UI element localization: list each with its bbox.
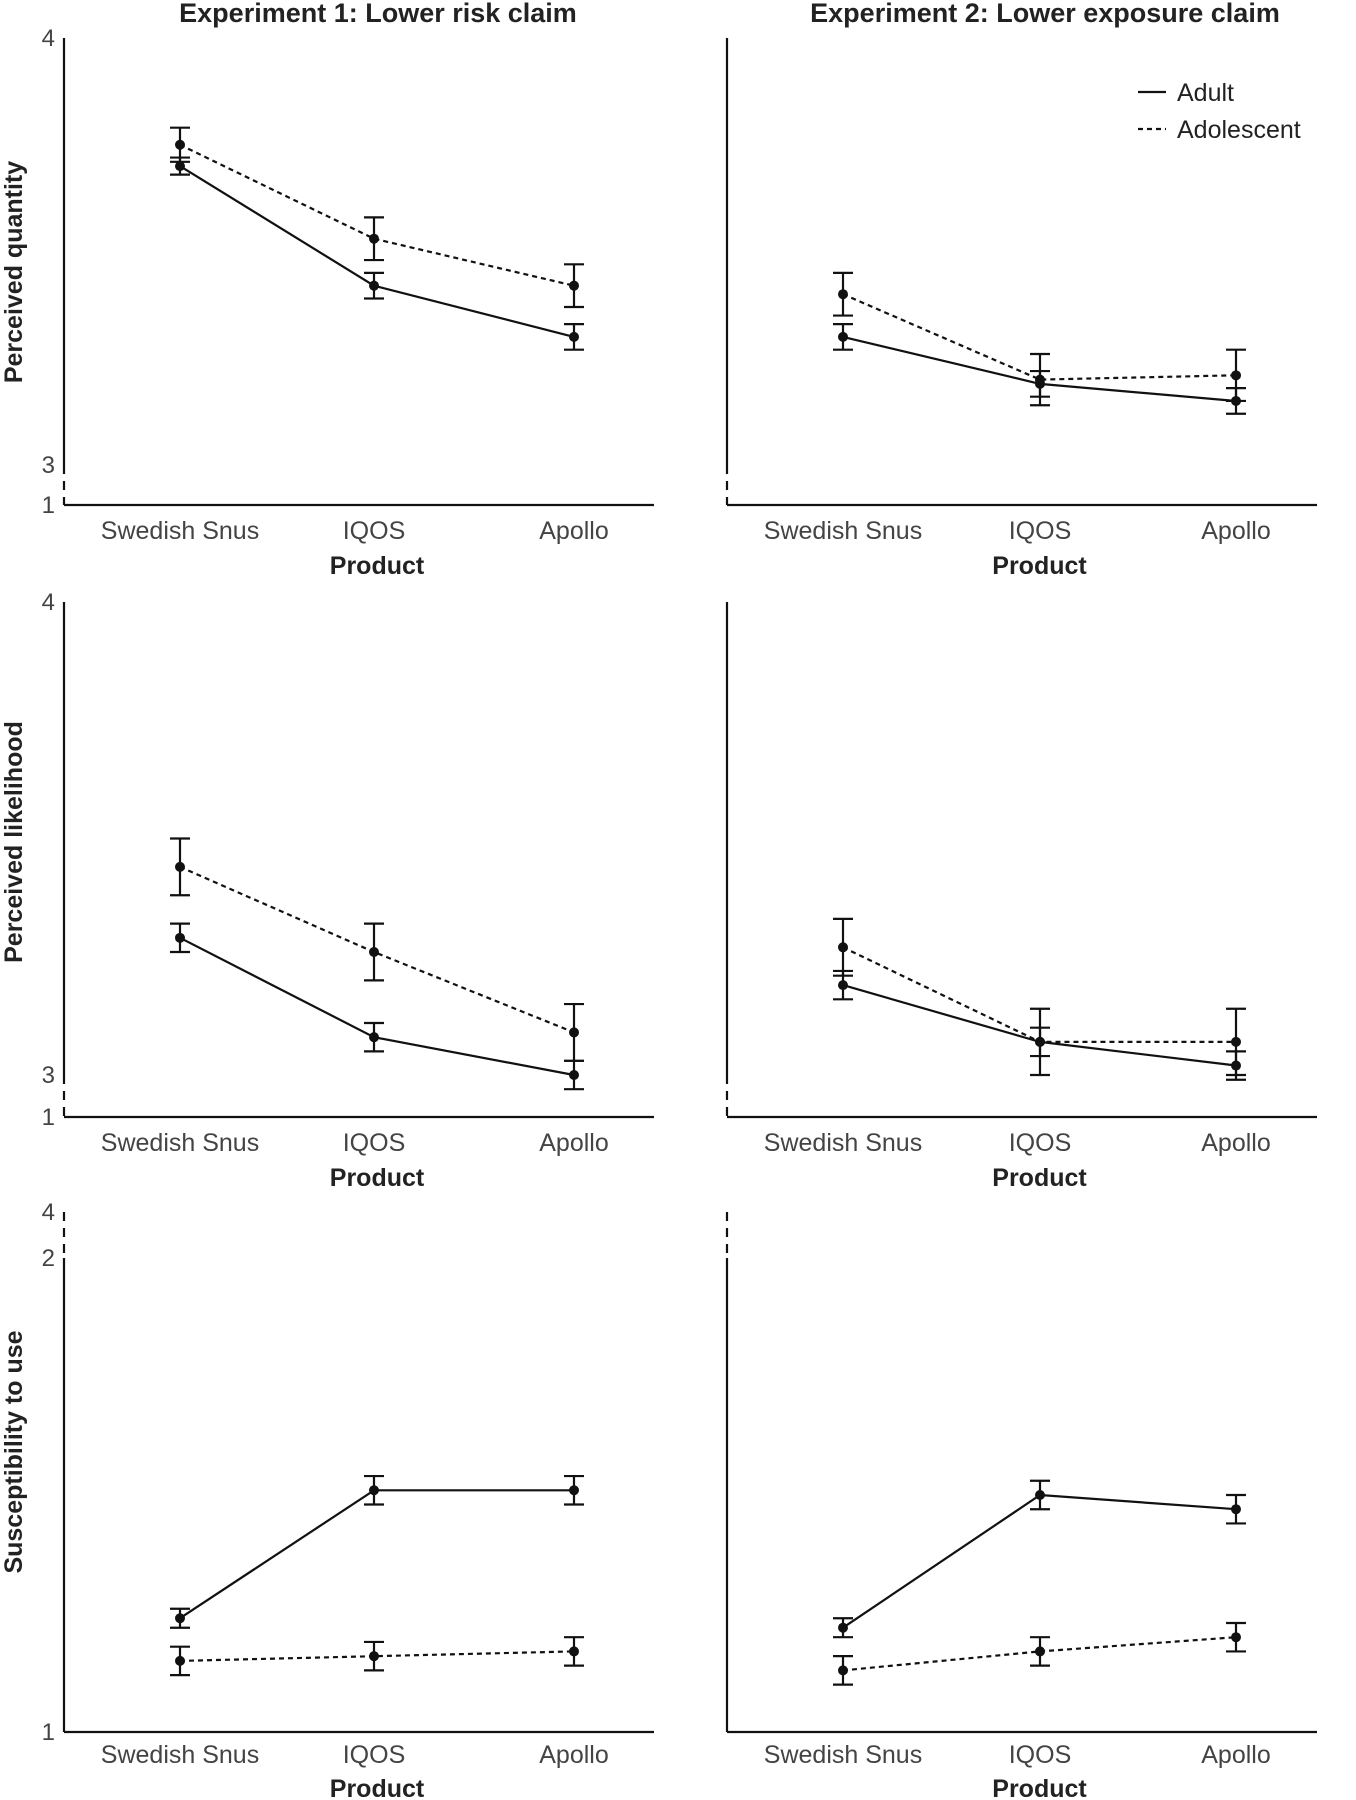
- x-axis-label: Product: [330, 1775, 425, 1800]
- data-point-adult: [569, 1485, 579, 1496]
- data-point-adult: [838, 1622, 848, 1633]
- column-title-experiment-2: Experiment 2: Lower exposure claim: [810, 0, 1280, 28]
- x-category-label: Swedish Snus: [764, 1129, 922, 1157]
- data-point-adolescent: [838, 942, 848, 953]
- x-category-label: IQOS: [1009, 517, 1072, 545]
- panel-row3-col2: Swedish Snus IQOS Apollo Product: [725, 1212, 1317, 1800]
- x-category-label: Apollo: [539, 517, 609, 545]
- panel-row1-col2: Swedish Snus IQOS Apollo Product: [725, 38, 1317, 580]
- data-point-adolescent: [175, 861, 185, 872]
- y-tick-label: 4: [42, 589, 55, 616]
- legend-adult-label: Adult: [1177, 79, 1234, 107]
- y-tick-label: 3: [42, 1062, 55, 1089]
- y-tick-label: 3: [42, 452, 55, 479]
- x-category-label: Swedish Snus: [764, 517, 922, 545]
- y-tick-label: 2: [42, 1245, 55, 1272]
- x-category-label: Apollo: [539, 1129, 609, 1157]
- data-point-adolescent: [1231, 1036, 1241, 1047]
- x-axis-label: Product: [330, 552, 425, 580]
- y-tick-label: 1: [42, 1719, 55, 1746]
- series-line-adult: [179, 1489, 574, 1620]
- legend: Adult Adolescent: [1138, 79, 1301, 144]
- data-point-adolescent: [838, 289, 848, 300]
- x-category-label: IQOS: [1009, 1741, 1072, 1769]
- data-point-adult: [838, 980, 848, 991]
- x-axis-label: Product: [992, 1164, 1087, 1192]
- x-category-label: Apollo: [539, 1741, 609, 1769]
- x-category-label: Apollo: [1201, 517, 1271, 545]
- data-point-adolescent: [569, 1027, 579, 1038]
- data-point-adult: [1035, 378, 1045, 389]
- data-point-adolescent: [1035, 1646, 1045, 1657]
- data-point-adolescent: [1231, 370, 1241, 381]
- series-line-adult: [179, 165, 575, 338]
- x-axis-label: Product: [992, 552, 1087, 580]
- x-category-label: Apollo: [1201, 1741, 1271, 1769]
- data-point-adult: [175, 1613, 185, 1624]
- series-line-adolescent: [179, 1650, 575, 1662]
- data-point-adolescent: [369, 947, 379, 958]
- data-point-adult: [1231, 1504, 1241, 1515]
- data-point-adult: [1035, 1036, 1045, 1047]
- panel-row3-col1: 1 2 4 Swedish Snus IQOS Apollo Product: [42, 1199, 654, 1800]
- x-category-label: IQOS: [343, 1741, 406, 1769]
- data-point-adult: [175, 932, 185, 943]
- series-line-adolescent: [842, 293, 1237, 381]
- row-label-susceptibility-to-use: Susceptibility to use: [0, 1330, 28, 1573]
- legend-adolescent-label: Adolescent: [1177, 116, 1301, 144]
- data-point-adolescent: [369, 233, 379, 244]
- data-point-adolescent: [175, 1655, 185, 1666]
- data-point-adolescent: [838, 1665, 848, 1676]
- series-line-adult: [179, 936, 575, 1077]
- data-point-adolescent: [569, 280, 579, 291]
- data-point-adult: [1035, 1490, 1045, 1500]
- x-category-label: Swedish Snus: [764, 1741, 922, 1769]
- data-point-adult: [175, 161, 185, 172]
- x-category-label: Swedish Snus: [101, 1741, 259, 1769]
- x-axis-label: Product: [330, 1164, 425, 1192]
- data-point-adult: [569, 331, 579, 342]
- x-category-label: Swedish Snus: [101, 517, 259, 545]
- x-category-label: IQOS: [343, 1129, 406, 1157]
- data-point-adult: [1231, 395, 1241, 406]
- panel-row2-col2: Swedish Snus IQOS Apollo Product: [725, 602, 1317, 1192]
- x-category-label: Apollo: [1201, 1129, 1271, 1157]
- data-point-adult: [569, 1070, 579, 1080]
- data-point-adolescent: [569, 1646, 579, 1657]
- data-point-adolescent: [1231, 1632, 1241, 1643]
- data-point-adult: [369, 280, 379, 291]
- row-label-perceived-quantity: Perceived quantity: [0, 161, 28, 383]
- x-axis-label: Product: [992, 1775, 1087, 1800]
- series-line-adult: [842, 1493, 1237, 1629]
- data-point-adult: [1231, 1060, 1241, 1071]
- column-title-experiment-1: Experiment 1: Lower risk claim: [179, 0, 577, 28]
- panel-row1-col1: 1 3 4 Swedish Snus IQOS Apollo Product: [42, 25, 654, 580]
- data-point-adolescent: [175, 139, 185, 150]
- x-category-label: IQOS: [343, 517, 406, 545]
- panel-row2-col1: 1 3 4 Swedish Snus IQOS Apollo Product: [42, 589, 654, 1192]
- x-category-label: IQOS: [1009, 1129, 1072, 1157]
- y-tick-label: 1: [42, 1104, 55, 1131]
- series-line-adolescent: [842, 1636, 1237, 1672]
- data-point-adult: [369, 1032, 379, 1043]
- data-point-adult: [369, 1485, 379, 1496]
- series-line-adolescent: [179, 143, 575, 287]
- y-tick-label: 1: [42, 492, 55, 519]
- x-category-label: Swedish Snus: [101, 1129, 259, 1157]
- data-point-adult: [838, 331, 848, 342]
- data-point-adolescent: [369, 1651, 379, 1662]
- y-tick-label: 4: [42, 25, 55, 52]
- y-tick-label: 4: [42, 1199, 55, 1226]
- row-label-perceived-likelihood: Perceived likelihood: [0, 721, 28, 963]
